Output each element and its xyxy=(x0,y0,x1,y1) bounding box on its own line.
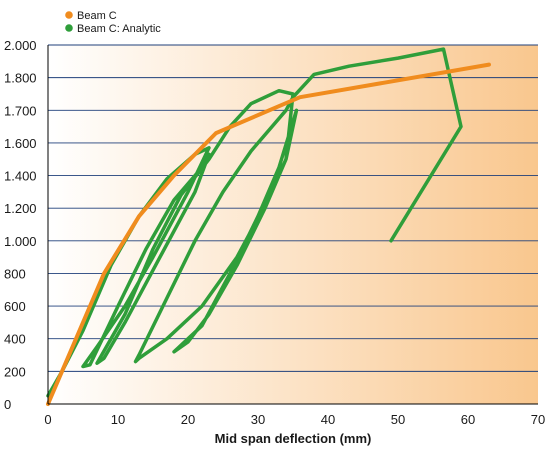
x-tick-label: 40 xyxy=(321,412,335,427)
y-tick-label: 400 xyxy=(4,332,26,347)
x-tick-label: 0 xyxy=(44,412,51,427)
legend-label-beam-c-analytic: Beam C: Analytic xyxy=(77,23,161,35)
y-tick-label: 1.400 xyxy=(4,169,37,184)
y-tick-label: 1.600 xyxy=(4,136,37,151)
legend-label-beam-c: Beam C xyxy=(77,10,117,22)
y-tick-label: 600 xyxy=(4,299,26,314)
y-tick-label: 1.000 xyxy=(4,234,37,249)
y-tick-label: 200 xyxy=(4,364,26,379)
series-line-beam-c-analytic xyxy=(46,47,463,398)
series-lines xyxy=(46,47,491,406)
legend-marker-beam-c-analytic xyxy=(65,24,73,32)
y-tick-label: 1.700 xyxy=(4,103,37,118)
legend-marker-beam-c xyxy=(65,11,73,19)
series-line-beam-c xyxy=(46,62,491,406)
x-tick-label: 70 xyxy=(531,412,545,427)
x-tick-label: 60 xyxy=(461,412,475,427)
y-tick-label: 800 xyxy=(4,266,26,281)
x-tick-label: 50 xyxy=(391,412,405,427)
y-tick-label: 0 xyxy=(4,397,11,412)
x-tick-label: 20 xyxy=(181,412,195,427)
y-tick-labels: 0 200 400 600 800 1.000 1.200 1.400 1.600 1.700 1.… xyxy=(4,38,37,412)
x-tick-labels: 0 10 20 30 40 50 60 70 xyxy=(44,412,545,427)
y-tick-label: 2.000 xyxy=(4,38,37,53)
y-tick-label: 1.200 xyxy=(4,201,37,216)
x-axis-title: Mid span deflection (mm) xyxy=(215,431,372,446)
y-tick-label: 1.800 xyxy=(4,71,37,86)
legend: Beam C Beam C: Analytic xyxy=(65,10,161,35)
x-tick-label: 30 xyxy=(251,412,265,427)
x-tick-label: 10 xyxy=(111,412,125,427)
